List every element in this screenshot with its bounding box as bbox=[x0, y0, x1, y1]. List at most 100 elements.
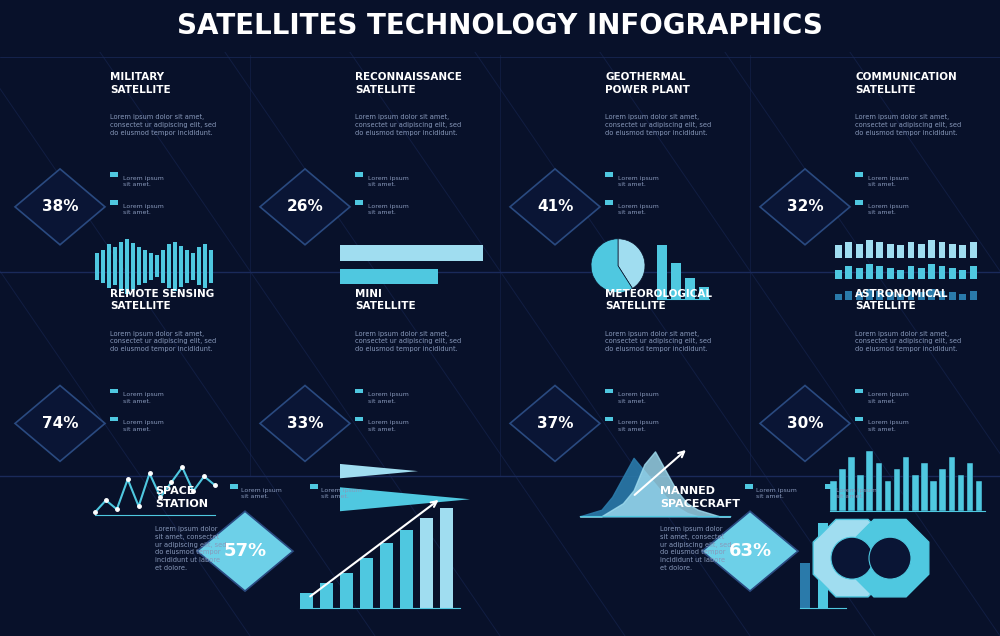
Text: Lorem ipsum
sit amet.: Lorem ipsum sit amet. bbox=[241, 488, 282, 499]
Text: Lorem ipsum dolor sit amet,
consectet ur adipiscing elit, sed
do eiusmod tempor : Lorem ipsum dolor sit amet, consectet ur… bbox=[355, 114, 461, 135]
Bar bbox=[939, 291, 945, 300]
Bar bbox=[310, 484, 318, 489]
Polygon shape bbox=[510, 169, 600, 245]
Text: Lorem ipsum
sit amet.: Lorem ipsum sit amet. bbox=[618, 204, 659, 215]
Bar bbox=[959, 245, 966, 258]
Bar bbox=[101, 250, 105, 282]
Bar bbox=[959, 294, 966, 300]
Bar bbox=[355, 417, 363, 422]
Text: 30%: 30% bbox=[787, 416, 823, 431]
Bar bbox=[855, 417, 863, 422]
Bar bbox=[191, 252, 195, 280]
Text: SATELLITES TECHNOLOGY INFOGRAPHICS: SATELLITES TECHNOLOGY INFOGRAPHICS bbox=[177, 12, 823, 40]
Text: 33%: 33% bbox=[287, 416, 323, 431]
Text: Lorem ipsum
sit amet.: Lorem ipsum sit amet. bbox=[368, 420, 409, 432]
Bar bbox=[825, 484, 833, 489]
Text: Lorem ipsum
sit amet.: Lorem ipsum sit amet. bbox=[868, 392, 909, 404]
Polygon shape bbox=[813, 520, 891, 597]
Bar bbox=[887, 244, 894, 258]
Text: Lorem ipsum dolor sit amet,
consectet ur adipiscing elit, sed
do eiusmod tempor : Lorem ipsum dolor sit amet, consectet ur… bbox=[110, 114, 216, 135]
Bar bbox=[161, 250, 165, 282]
Bar bbox=[107, 244, 111, 288]
Bar bbox=[876, 464, 882, 511]
Bar bbox=[360, 558, 373, 608]
Bar bbox=[857, 475, 864, 511]
Text: Lorem ipsum dolor
sit amet, consectet
ur adipiscing elit, sed
do eiusmod tempor
: Lorem ipsum dolor sit amet, consectet ur… bbox=[155, 526, 226, 571]
Bar bbox=[912, 475, 919, 511]
Bar bbox=[970, 291, 977, 300]
Text: Lorem ipsum
sit amet.: Lorem ipsum sit amet. bbox=[368, 176, 409, 187]
Bar bbox=[967, 464, 973, 511]
Bar bbox=[131, 243, 135, 289]
Bar bbox=[355, 389, 363, 394]
Bar bbox=[930, 481, 937, 511]
Bar bbox=[605, 417, 613, 422]
Polygon shape bbox=[760, 169, 850, 245]
Bar bbox=[866, 289, 873, 300]
Bar bbox=[110, 172, 118, 177]
Bar bbox=[894, 469, 900, 511]
Text: 57%: 57% bbox=[223, 542, 267, 560]
Bar bbox=[903, 457, 909, 511]
Text: 74%: 74% bbox=[42, 416, 78, 431]
Bar bbox=[605, 200, 613, 205]
Bar bbox=[848, 457, 855, 511]
Bar bbox=[885, 481, 891, 511]
Bar bbox=[876, 291, 883, 300]
Bar bbox=[137, 247, 141, 286]
Text: Lorem ipsum dolor sit amet,
consectet ur adipiscing elit, sed
do eiusmod tempor : Lorem ipsum dolor sit amet, consectet ur… bbox=[110, 331, 216, 352]
Text: 37%: 37% bbox=[537, 416, 573, 431]
Text: Lorem ipsum
sit amet.: Lorem ipsum sit amet. bbox=[123, 420, 164, 432]
Bar bbox=[845, 242, 852, 258]
Text: Lorem ipsum
sit amet.: Lorem ipsum sit amet. bbox=[836, 488, 877, 499]
Text: Lorem ipsum
sit amet.: Lorem ipsum sit amet. bbox=[618, 392, 659, 404]
Bar bbox=[928, 265, 935, 279]
Bar bbox=[440, 508, 453, 608]
Bar bbox=[605, 389, 613, 394]
Text: Lorem ipsum
sit amet.: Lorem ipsum sit amet. bbox=[321, 488, 362, 499]
Polygon shape bbox=[340, 487, 470, 511]
Text: MILITARY
SATELLITE: MILITARY SATELLITE bbox=[110, 72, 171, 95]
Bar bbox=[835, 245, 842, 258]
Text: Lorem ipsum
sit amet.: Lorem ipsum sit amet. bbox=[123, 392, 164, 404]
Wedge shape bbox=[591, 238, 632, 293]
Bar bbox=[970, 242, 977, 258]
Bar bbox=[125, 238, 129, 294]
Text: GEOTHERMAL
POWER PLANT: GEOTHERMAL POWER PLANT bbox=[605, 72, 690, 95]
Text: Lorem ipsum dolor sit amet,
consectet ur adipiscing elit, sed
do eiusmod tempor : Lorem ipsum dolor sit amet, consectet ur… bbox=[605, 331, 711, 352]
Bar bbox=[856, 244, 863, 258]
Bar bbox=[355, 200, 363, 205]
Text: METEOROLOGICAL
SATELLITE: METEOROLOGICAL SATELLITE bbox=[605, 289, 712, 312]
Bar bbox=[110, 200, 118, 205]
Bar bbox=[657, 245, 667, 299]
Bar bbox=[149, 252, 153, 280]
Polygon shape bbox=[260, 169, 350, 245]
Bar bbox=[897, 270, 904, 279]
Bar bbox=[856, 293, 863, 300]
Bar bbox=[400, 530, 413, 608]
Text: Lorem ipsum
sit amet.: Lorem ipsum sit amet. bbox=[368, 392, 409, 404]
Bar bbox=[928, 289, 935, 300]
Text: RECONNAISSANCE
SATELLITE: RECONNAISSANCE SATELLITE bbox=[355, 72, 462, 95]
Bar bbox=[685, 278, 695, 299]
Text: ASTRONOMICAL
SATELLITE: ASTRONOMICAL SATELLITE bbox=[855, 289, 948, 312]
Text: Lorem ipsum
sit amet.: Lorem ipsum sit amet. bbox=[868, 176, 909, 187]
Bar bbox=[845, 291, 852, 300]
Circle shape bbox=[831, 537, 873, 579]
Bar bbox=[671, 263, 681, 299]
Bar bbox=[835, 294, 842, 300]
Bar bbox=[949, 268, 956, 279]
Bar bbox=[420, 518, 433, 608]
Bar bbox=[110, 389, 118, 394]
Text: 26%: 26% bbox=[287, 199, 323, 214]
Bar bbox=[866, 265, 873, 279]
Text: MINI
SATELLITE: MINI SATELLITE bbox=[355, 289, 416, 312]
Bar bbox=[856, 268, 863, 279]
Text: 63%: 63% bbox=[728, 542, 772, 560]
Text: Lorem ipsum
sit amet.: Lorem ipsum sit amet. bbox=[868, 204, 909, 215]
Bar bbox=[887, 293, 894, 300]
Text: Lorem ipsum
sit amet.: Lorem ipsum sit amet. bbox=[123, 176, 164, 187]
Polygon shape bbox=[197, 511, 293, 591]
Bar bbox=[605, 172, 613, 177]
Bar bbox=[908, 291, 914, 300]
